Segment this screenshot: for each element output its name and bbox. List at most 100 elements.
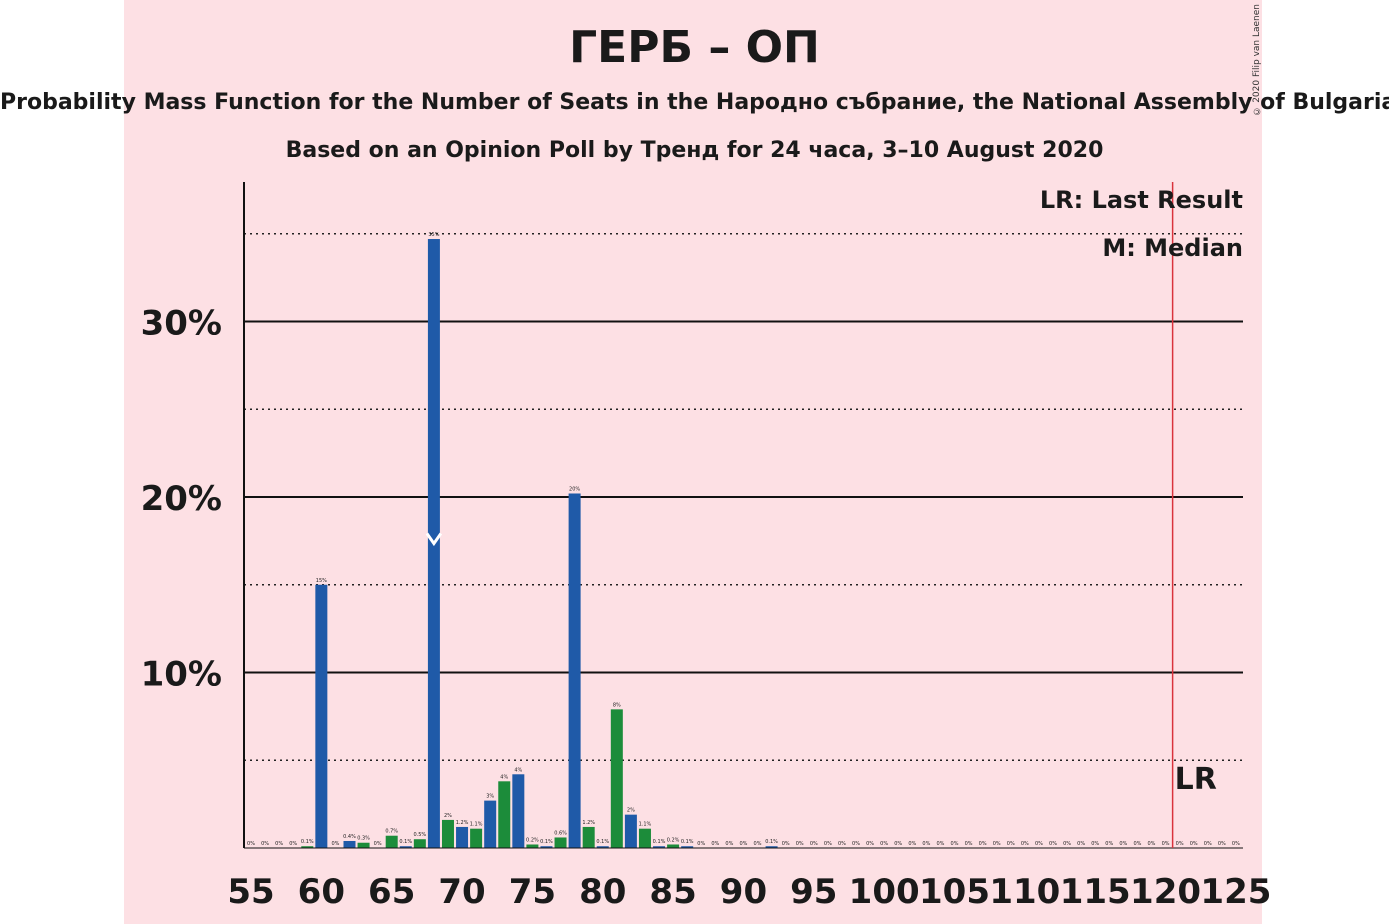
bar-value-label: 0%	[796, 841, 804, 847]
bar	[498, 781, 511, 848]
bar-value-label: 20%	[569, 486, 580, 492]
chart-title: ГЕРБ – ОП	[569, 22, 820, 73]
x-tick-label: 125	[1200, 872, 1271, 912]
chart-background	[124, 0, 1262, 924]
bar-value-label: 0%	[965, 841, 973, 847]
bar-value-label: 0%	[782, 841, 790, 847]
bar	[582, 826, 595, 848]
bar	[484, 800, 497, 848]
bar	[385, 835, 398, 848]
legend-median: M: Median	[1102, 234, 1243, 262]
bar	[512, 774, 525, 848]
y-tick-label: 10%	[141, 655, 222, 695]
bar	[343, 840, 356, 848]
bar-value-label: 0%	[1063, 841, 1071, 847]
x-tick-label: 120	[1130, 872, 1201, 912]
x-tick-label: 65	[368, 872, 415, 912]
bar-value-label: 0%	[824, 841, 832, 847]
bar-value-label: 0%	[1119, 841, 1127, 847]
bar-value-label: 0.4%	[343, 834, 356, 840]
bar-value-label: 1.1%	[470, 822, 483, 828]
x-tick-label: 60	[298, 872, 345, 912]
bar	[624, 814, 637, 848]
bar-value-label: 0%	[754, 841, 762, 847]
bar-value-label: 1.1%	[639, 822, 652, 828]
bar-value-label: 0%	[739, 841, 747, 847]
bar-value-label: 0.2%	[667, 837, 680, 843]
bar-value-label: 0%	[261, 841, 269, 847]
bar	[568, 493, 581, 848]
x-tick-label: 100	[849, 872, 920, 912]
bar-value-label: 0%	[1091, 841, 1099, 847]
bar-value-labels: 0% 0% 0% 0% 0.1%15%0%0.4% 0.3%0%0.7%0.1%0.5%3…	[247, 232, 1240, 847]
grid-lines	[244, 233, 1243, 761]
bar-value-label: 2%	[444, 813, 452, 819]
bars	[301, 239, 778, 848]
bar-value-label: 0%	[1035, 841, 1043, 847]
bar	[399, 846, 412, 848]
x-tick-label: 105	[919, 872, 990, 912]
bar-value-label: 0%	[275, 841, 283, 847]
bar-value-label: 0.1%	[653, 839, 666, 845]
y-tick-label: 30%	[141, 304, 222, 344]
x-tick-label: 90	[720, 872, 767, 912]
bar-value-label: 0.2%	[526, 837, 539, 843]
bar-value-label: 0%	[1176, 841, 1184, 847]
bar	[315, 584, 328, 848]
x-tick-label: 110	[989, 872, 1060, 912]
bar-value-label: 0%	[374, 841, 382, 847]
bar	[681, 846, 694, 848]
axes: 10%20%30%55 60 65 70 75 80 85 90 95 100 105 110 115 1…	[141, 182, 1271, 912]
y-tick-label: 20%	[141, 479, 222, 519]
bar-value-label: 0%	[1105, 841, 1113, 847]
bar-value-label: 0%	[951, 841, 959, 847]
bar-value-label: 0%	[1218, 841, 1226, 847]
markers: LR	[425, 182, 1217, 848]
bar-value-label: 0.1%	[399, 839, 412, 845]
bar-value-label: 0%	[1049, 841, 1057, 847]
legend-last-result: LR: Last Result	[1039, 186, 1243, 214]
bar-value-label: 0%	[866, 841, 874, 847]
median-marker	[425, 532, 443, 547]
x-tick-label: 80	[579, 872, 626, 912]
x-tick-label: 55	[227, 872, 274, 912]
bar-value-label: 3%	[486, 794, 494, 800]
bar-value-label: 0%	[289, 841, 297, 847]
bar	[653, 846, 666, 848]
x-tick-label: 95	[790, 872, 837, 912]
bar-value-label: 4%	[514, 767, 522, 773]
bar	[357, 842, 370, 848]
chart-source: Based on an Opinion Poll by Тренд for 24…	[285, 138, 1104, 163]
bar-value-label: 1.2%	[582, 820, 595, 826]
bar	[413, 839, 426, 848]
bar-value-label: 0%	[1232, 841, 1240, 847]
x-tick-label: 115	[1060, 872, 1131, 912]
bar-value-label: 0.3%	[357, 836, 370, 842]
bar-value-label: 0%	[1204, 841, 1212, 847]
bar	[456, 826, 469, 848]
bar-value-label: 0%	[725, 841, 733, 847]
bar	[765, 846, 778, 848]
bar-value-label: 0%	[1021, 841, 1029, 847]
bar-value-label: 0%	[880, 841, 888, 847]
bar-value-label: 0.5%	[413, 832, 426, 838]
bar	[554, 837, 567, 848]
bar-value-label: 0%	[936, 841, 944, 847]
bar-value-label: 0.1%	[301, 839, 314, 845]
bar-value-label: 2%	[627, 808, 635, 814]
bar	[441, 819, 454, 848]
bar-value-label: 0%	[1162, 841, 1170, 847]
bar-value-label: 0.1%	[540, 839, 553, 845]
bar-value-label: 0%	[1148, 841, 1156, 847]
bar-value-label: 0%	[908, 841, 916, 847]
bar-value-label: 8%	[613, 702, 621, 708]
bar-value-label: 0%	[993, 841, 1001, 847]
bar-value-label: 0%	[1133, 841, 1141, 847]
bar-value-label: 35%	[428, 232, 439, 238]
bar-value-label: 0%	[711, 841, 719, 847]
bar	[667, 844, 680, 848]
bar-value-label: 15%	[316, 578, 327, 584]
bar-value-label: 0.1%	[765, 839, 778, 845]
bar-value-label: 0%	[852, 841, 860, 847]
